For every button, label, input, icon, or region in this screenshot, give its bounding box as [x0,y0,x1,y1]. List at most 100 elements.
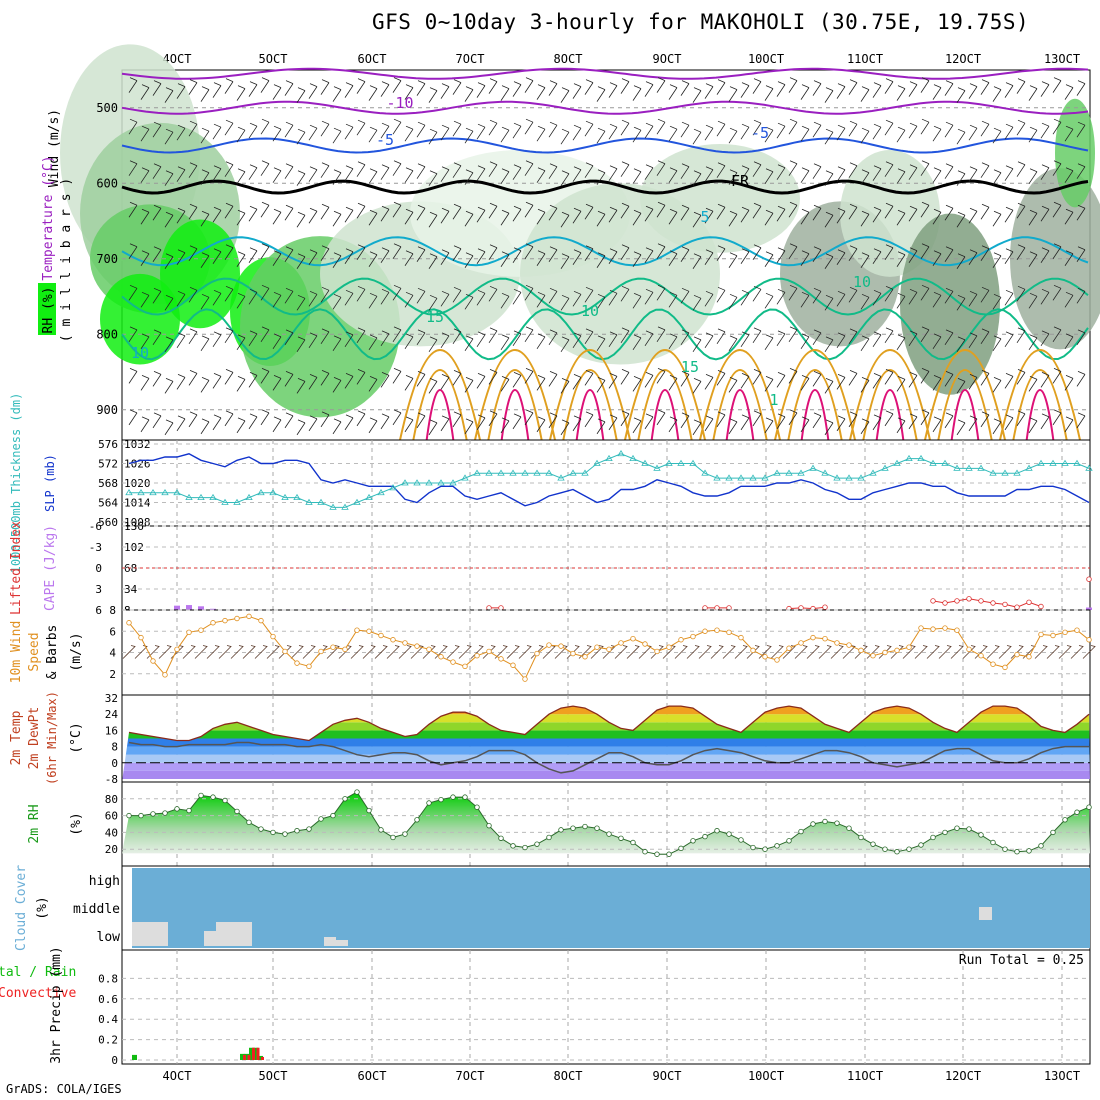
lifted-index-tick-label: 0 [95,562,102,575]
lifted-index-tick-label: 6 [95,604,102,617]
surface-wind-barb [770,645,784,659]
wind-speed-line-point [594,644,600,650]
wind-barb [896,85,906,101]
x-tick-label-bottom: 9OCT [653,1069,682,1083]
wind-barb [872,372,882,389]
wind-barb [560,170,570,186]
wind-barb [152,329,162,346]
wind-barb [572,373,582,390]
surface-wind-barb [926,645,940,659]
wind-barb [128,77,138,93]
temp-contour-line [121,67,1089,80]
wind-barb [728,210,738,227]
wind-barb [488,78,498,94]
temp-contour-arch [487,369,543,441]
rh-legend-swatch [38,283,56,335]
wind-barb [908,413,918,430]
wind-barb [704,166,714,182]
thickness-line-point [329,503,337,510]
wind-barb [152,121,162,138]
wind-speed-line-point [978,652,984,659]
contour-label: -5 [751,124,769,142]
wind-speed-line-point [894,647,900,654]
wind-speed-line-point [834,640,840,646]
axis-label-millibars: ( m i l l i b a r s ) [59,178,74,342]
chart-title: GFS 0~10day 3-hourly for MAKOHOLI (30.75… [372,10,1030,34]
wind-barb [908,164,918,180]
wind-barb [404,416,414,433]
wind-barb [440,207,450,224]
wind-speed-line-point [690,633,696,640]
temp-contour-line [121,100,1089,115]
axis-label-convective: Convective [0,986,76,1001]
wind-barb [416,412,426,429]
wind-barb [536,84,546,100]
surface-wind-barb [890,645,904,659]
wind-barb [284,329,294,346]
wind-barb [344,123,354,140]
surface-wind-barb [686,645,700,659]
wind-barb [848,203,858,220]
lifted-index-line-point [1026,599,1032,605]
wind-speed-line-point [882,649,888,656]
wind-barb [1064,167,1074,183]
wind-barb [224,368,234,385]
wind-barb [560,253,570,269]
wind-barb [488,285,498,302]
wind-barb [416,163,426,179]
slp-tick-label: 1020 [124,477,151,490]
wind-tick-label: 8 [109,604,116,617]
temp-contour-arch [999,349,1081,441]
wind-barb [296,419,306,436]
surface-wind-barb [650,645,664,659]
temp-contour-arch [412,369,468,441]
thickness-line-point [761,474,769,481]
wind-barb [668,208,678,225]
cape-bar [210,608,216,610]
wind-barb [872,248,882,264]
rh-line-point [894,849,900,855]
wind-speed-line-point [510,662,516,668]
wind-barb [536,125,546,142]
wind-barb [212,123,222,140]
wind-barb [476,123,486,140]
axis-label-thickness: 1000-500mb Thickness (dm) [9,393,23,574]
slp-tick-label: 1032 [124,438,151,451]
wind-barb [428,294,438,311]
wind-barb [212,289,222,306]
wind-barb [1004,331,1014,348]
wind-barb [716,162,726,178]
wind-barb [440,332,450,349]
rh-line-point [582,823,588,830]
wind-speed-line-point [570,650,576,657]
wind-barb [1064,208,1074,225]
wind-barb [548,246,558,262]
wind-barb [1028,375,1038,392]
wind-barb [344,289,354,306]
wind-barb [656,77,666,93]
wind-barb [308,332,318,349]
wind-barb [860,335,870,352]
wind-barb [920,201,930,218]
wind-speed-line-point [354,627,360,633]
wind-barb [308,290,318,307]
wind-barb [932,84,942,100]
wind-barb [140,167,150,183]
wind-barb [1076,163,1086,179]
wind-barb [932,291,942,308]
wind-barb [608,331,618,348]
wind-barb [1040,371,1050,388]
wind-barb [812,329,822,346]
x-tick-label-bottom: 12OCT [945,1069,981,1083]
thickness-line-point [929,459,937,466]
thickness-line-point [989,469,997,476]
wind-barb [944,80,954,96]
rh-line-point [858,834,864,841]
rh-line-point [1074,809,1080,815]
wind-barb [176,83,186,99]
wind-barb [848,79,858,95]
wind-barb [128,367,138,384]
wind-barb [764,375,774,392]
wind-barb [632,85,642,101]
wind-barb [992,169,1002,185]
